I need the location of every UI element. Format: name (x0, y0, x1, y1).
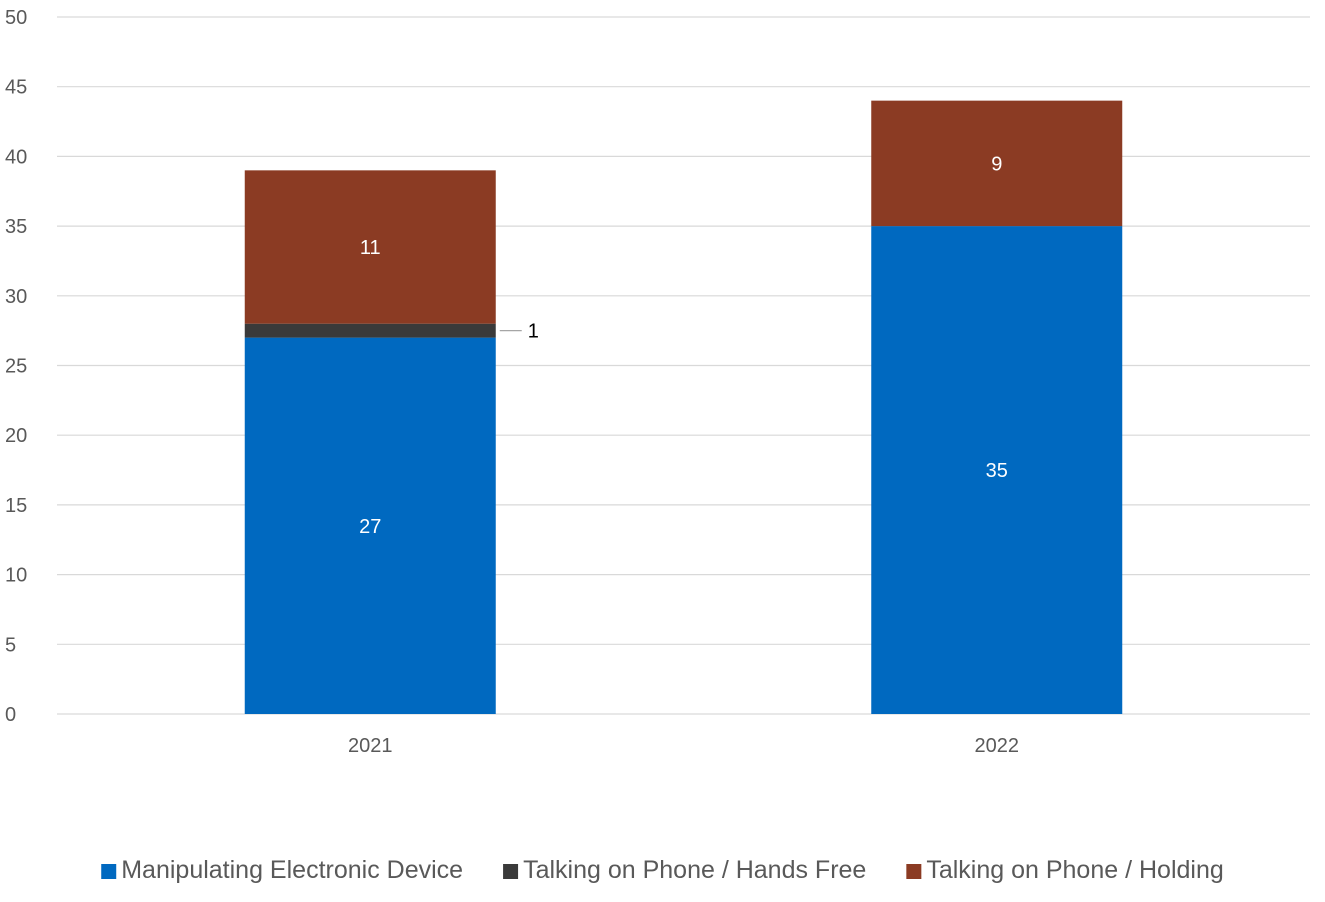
y-tick-label: 0 (5, 704, 16, 726)
bar-segment (871, 226, 1123, 714)
y-tick-label: 35 (5, 216, 27, 238)
data-label: 1 (528, 321, 539, 343)
y-tick-label: 15 (5, 495, 27, 517)
legend-swatch (101, 864, 117, 879)
legend-swatch (503, 864, 519, 879)
bars (244, 100, 1123, 714)
legend-item: Talking on Phone / Holding (906, 856, 1224, 884)
y-tick-label: 45 (5, 77, 27, 99)
y-tick-label: 30 (5, 286, 27, 308)
y-tick-label: 50 (5, 7, 27, 29)
y-tick-label: 25 (5, 356, 27, 378)
legend-label: Manipulating Electronic Device (121, 856, 463, 884)
bar-segment (244, 170, 496, 324)
data-label: 9 (991, 153, 1002, 175)
legend-label: Talking on Phone / Holding (926, 856, 1223, 884)
y-tick-label: 10 (5, 565, 27, 587)
bar-segment (244, 323, 496, 338)
y-axis-tick-labels: 0 5 10 15 20 25 30 35 40 45 50 (5, 7, 27, 726)
data-label: 27 (359, 516, 381, 538)
data-label: 11 (360, 237, 381, 259)
bar-segment (244, 337, 496, 714)
data-label: 35 (986, 460, 1008, 482)
y-tick-label: 5 (5, 634, 16, 656)
bar-segment (871, 100, 1123, 227)
x-tick-label: 2022 (975, 735, 1020, 757)
legend-item: Talking on Phone / Hands Free (503, 856, 866, 884)
y-tick-label: 40 (5, 146, 27, 168)
x-axis-tick-labels: 2021 2022 (348, 735, 1019, 757)
legend-label: Talking on Phone / Hands Free (523, 856, 866, 884)
legend-item: Manipulating Electronic Device (101, 856, 463, 884)
x-tick-label: 2021 (348, 735, 393, 757)
y-tick-label: 20 (5, 425, 27, 447)
legend: Manipulating Electronic Device Talking on… (101, 856, 1224, 884)
legend-swatch (906, 864, 922, 879)
